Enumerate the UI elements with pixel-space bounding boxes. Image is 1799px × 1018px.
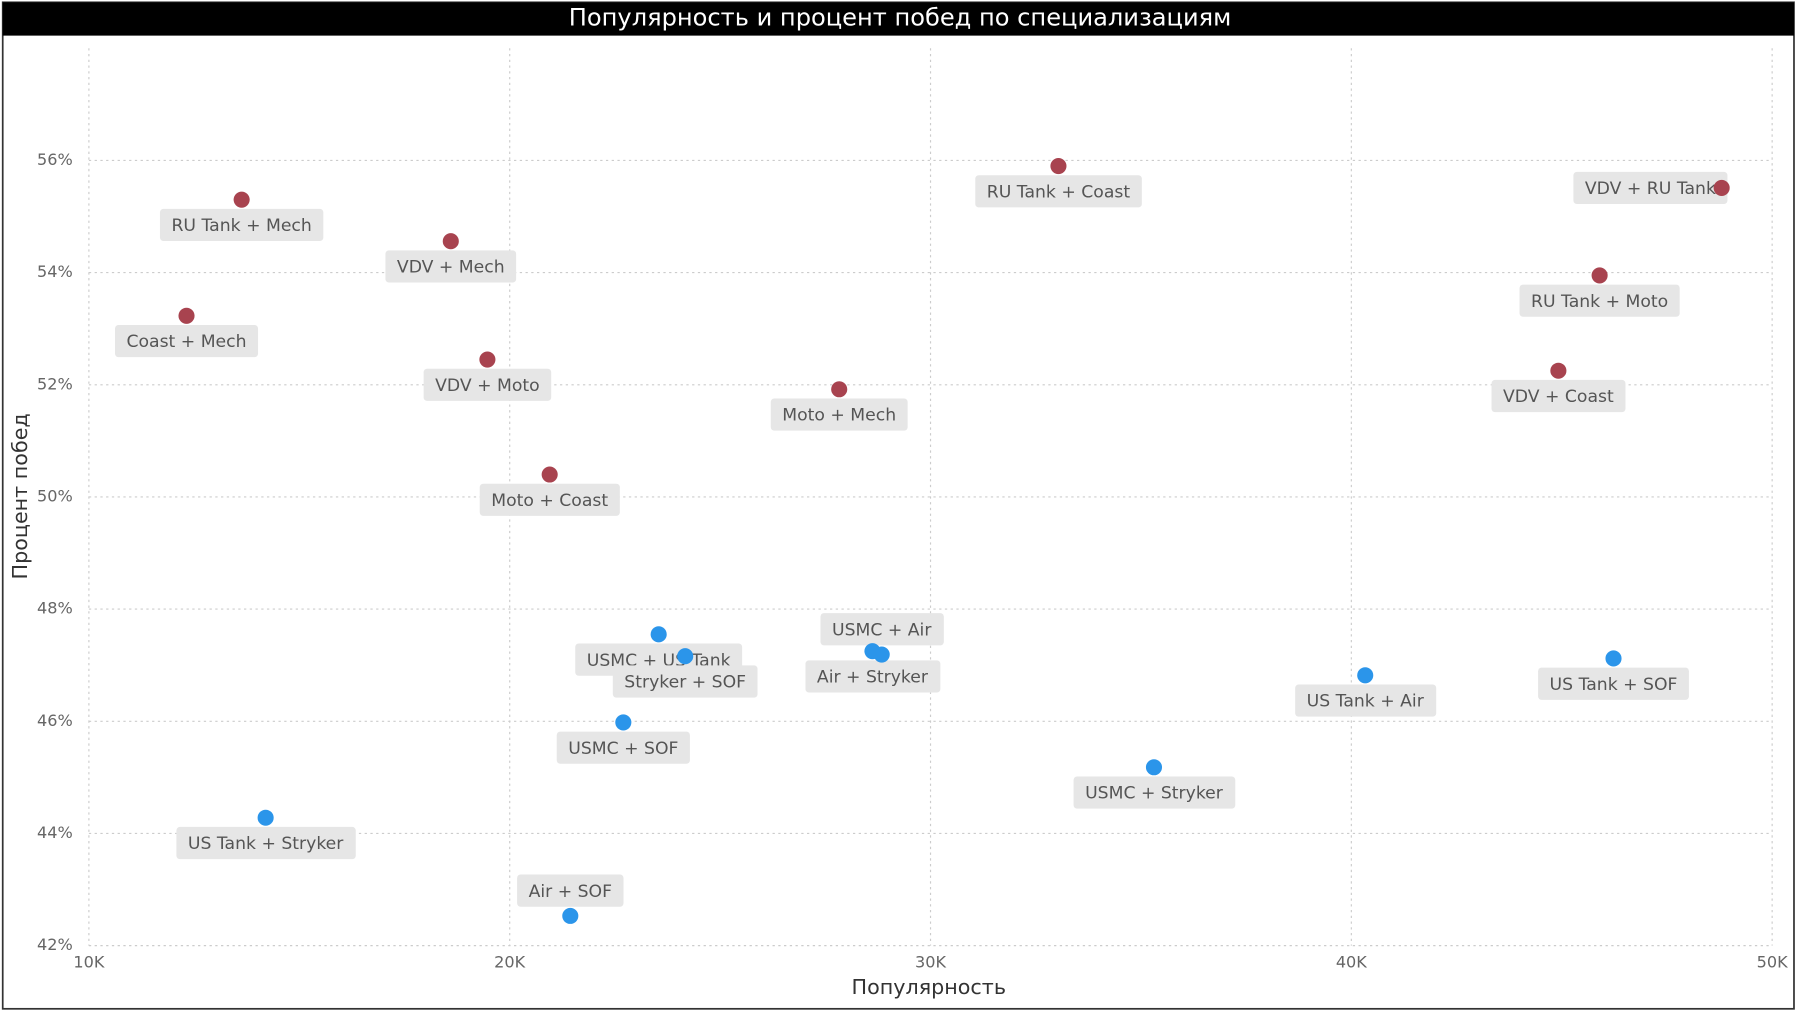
point-label: Moto + Mech	[782, 406, 896, 426]
point-label: VDV + RU Tank	[1585, 179, 1716, 199]
point-label: Stryker + SOF	[624, 673, 746, 693]
point	[562, 907, 579, 924]
point-label: US Tank + Air	[1307, 692, 1425, 712]
labels: RU Tank + Mech VDV + Mech Coast + Mech VDV …	[115, 171, 1728, 907]
point	[864, 643, 881, 660]
x-tick-label: 30K	[915, 952, 946, 971]
x-tick-label: 40K	[1336, 952, 1367, 971]
point-label: VDV + Coast	[1503, 387, 1614, 407]
label-box	[1073, 776, 1236, 809]
y-tick-label: 42%	[37, 935, 73, 954]
point	[479, 351, 496, 368]
label-box	[176, 826, 356, 860]
label-box	[1538, 667, 1689, 700]
label-box	[556, 731, 690, 764]
chart-title: Популярность и процент побед по специали…	[569, 3, 1232, 31]
point-label: USMC + SOF	[568, 739, 678, 759]
point	[541, 466, 558, 483]
point	[257, 809, 274, 826]
title-bar	[2, 2, 1794, 36]
point-label: Coast + Mech	[126, 332, 246, 352]
label-box	[1491, 379, 1626, 413]
point-label: Air + Stryker	[817, 668, 929, 688]
point-label: RU Tank + Coast	[987, 182, 1131, 202]
x-tick-label: 10K	[73, 952, 104, 971]
point	[1050, 157, 1067, 175]
label-box	[770, 398, 908, 431]
y-tick-label: 44%	[37, 823, 73, 842]
point	[1145, 759, 1163, 776]
label-box	[159, 208, 324, 242]
point	[1357, 667, 1374, 684]
point	[1605, 650, 1622, 667]
label-box	[975, 175, 1142, 208]
label-box	[805, 660, 941, 693]
point-label: US Tank + SOF	[1550, 675, 1678, 695]
points	[178, 157, 1730, 924]
point-label: RU Tank + Moto	[1531, 292, 1668, 312]
label-box	[479, 483, 620, 516]
point-label: VDV + Mech	[397, 258, 505, 278]
point	[1550, 362, 1567, 379]
y-tick-label: 48%	[37, 599, 73, 618]
y-tick-label: 56%	[37, 150, 73, 169]
point	[831, 381, 848, 398]
y-axis-title: Процент побед	[8, 413, 32, 579]
point	[677, 648, 694, 665]
y-tick-label: 50%	[37, 486, 73, 505]
point	[650, 626, 667, 643]
label-box	[385, 250, 517, 283]
x-tick-label: 50K	[1757, 952, 1788, 971]
point	[1591, 267, 1608, 284]
y-tick-label: 52%	[37, 374, 73, 393]
point-label: USMC + Stryker	[1085, 784, 1224, 804]
label-box	[517, 874, 624, 907]
grid: 10K 20K 30K 40K 50K 42% 44% 46% 48% 50% 52% 54% 56%	[37, 48, 1788, 971]
label-box	[820, 613, 944, 646]
point	[178, 307, 195, 324]
x-axis-title: Популярность	[852, 975, 1006, 999]
point	[1713, 179, 1730, 196]
label-box	[423, 368, 552, 401]
label-box	[1519, 284, 1680, 317]
point	[233, 191, 250, 208]
point	[615, 714, 632, 731]
label-box	[1573, 171, 1728, 204]
point-label: US Tank + Stryker	[188, 834, 344, 854]
y-tick-label: 46%	[37, 711, 73, 730]
point-label: RU Tank + Mech	[171, 216, 311, 236]
y-tick-label: 54%	[37, 262, 73, 281]
point-label: USMC + Air	[832, 620, 932, 640]
point	[442, 233, 459, 250]
label-box	[1295, 684, 1437, 717]
x-tick-label: 20K	[494, 952, 525, 971]
label-box	[115, 324, 259, 358]
point-label: VDV + Moto	[435, 376, 540, 396]
label-box	[612, 665, 758, 698]
point-label: Moto + Coast	[491, 491, 608, 511]
point-label: Air + SOF	[529, 882, 612, 902]
